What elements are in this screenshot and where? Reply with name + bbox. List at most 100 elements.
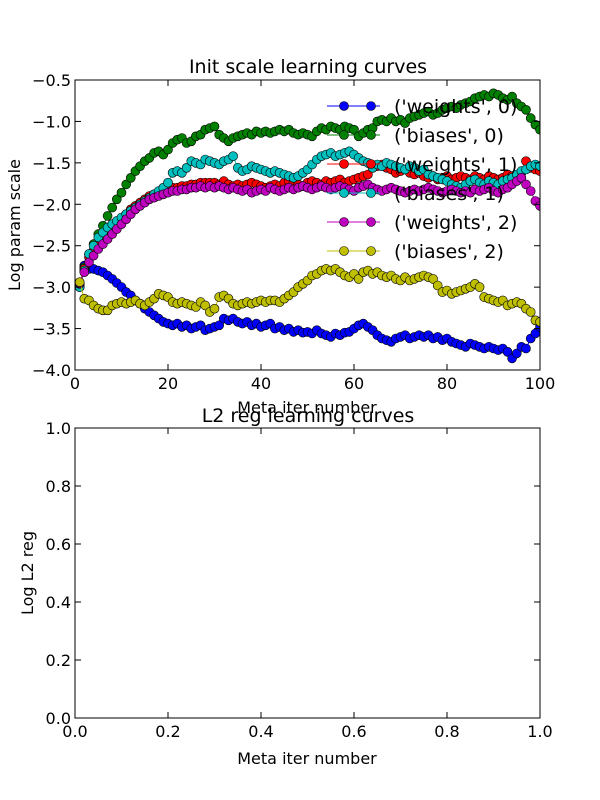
plot-background-1 [75, 80, 540, 370]
legend-marker [366, 101, 376, 111]
x-tick-label: 0.2 [155, 722, 180, 741]
data-point [181, 163, 192, 173]
x-tick-label: 80 [437, 374, 457, 393]
data-point [521, 179, 531, 190]
data-point [363, 169, 373, 180]
data-point [200, 300, 210, 311]
data-point [507, 91, 517, 102]
data-point [525, 186, 536, 196]
legend-marker [339, 217, 349, 227]
legend-item: ('biases', 1) [327, 183, 504, 205]
plot-area-1: 0 20 40 60 80 100 −0.5 −1.0 −1.5 −2.0 −2.5 −3.0 −3.… [32, 71, 555, 393]
y-tick-label: −4.0 [32, 361, 71, 380]
data-point [525, 113, 536, 123]
y-tick-label: 0.0 [46, 709, 71, 728]
x-ticks-1: 0 20 40 60 80 100 [70, 80, 555, 393]
x-tick-label: 20 [158, 374, 178, 393]
series-5 [75, 264, 540, 327]
legend-marker [366, 159, 376, 169]
data-point [79, 267, 90, 278]
legend-label: ('biases', 0) [394, 125, 504, 147]
data-point [228, 151, 238, 161]
data-point [535, 317, 540, 327]
legend-marker [366, 188, 376, 198]
y-tick-label: −3.5 [32, 320, 71, 339]
y-tick-label: 0.2 [46, 651, 71, 670]
legend-label: ('weights', 1) [394, 154, 517, 176]
x-tick-label: 0.4 [248, 722, 273, 741]
data-point [349, 124, 359, 135]
x-tick-label: 100 [525, 374, 556, 393]
series-group-1 [75, 88, 540, 364]
data-point [121, 179, 131, 190]
data-point [521, 343, 531, 354]
l2-reg-panel: L2 reg learning curves 0.0 0.2 0.4 0.6 0.8 1.… [18, 405, 553, 768]
x-tick-label: 1.0 [527, 722, 552, 741]
legend-marker [339, 101, 349, 111]
x-axis-label-2: Meta iter number [237, 749, 377, 768]
data-point [521, 105, 531, 115]
y-ticks-1: −0.5 −1.0 −1.5 −2.0 −2.5 −3.0 −3.5 −4.0 [32, 71, 540, 380]
legend-item: ('weights', 2) [327, 212, 517, 234]
data-point [353, 274, 364, 284]
x-axis-label-1: Meta iter number [237, 398, 377, 417]
legend-label: ('weights', 2) [394, 212, 517, 234]
x-tick-label: 0 [70, 374, 80, 393]
data-point [163, 144, 173, 155]
data-point [163, 177, 173, 188]
y-ticks-2: 1.0 0.8 0.6 0.4 0.2 0.0 [46, 419, 540, 728]
data-point [214, 320, 224, 331]
legend-marker [339, 246, 349, 256]
legend-item: ('weights', 0) [327, 96, 517, 118]
data-point [432, 280, 443, 291]
y-tick-label: 0.4 [46, 593, 71, 612]
y-tick-label: −1.5 [32, 154, 71, 173]
legend-marker [339, 188, 349, 198]
data-point [107, 202, 117, 213]
data-point [474, 282, 485, 292]
y-axis-label-2: Log L2 reg [18, 531, 37, 615]
data-point [535, 161, 540, 171]
y-axis-label-1: Log param scale [5, 159, 24, 291]
data-point [102, 211, 113, 221]
series-0 [75, 260, 540, 364]
legend-item: ('weights', 1) [327, 154, 517, 176]
x-tick-label: 0.8 [434, 722, 459, 741]
x-ticks-2: 0.0 0.2 0.4 0.6 0.8 1.0 [62, 428, 553, 741]
chart-title-2: L2 reg learning curves [202, 405, 415, 427]
data-point [84, 257, 94, 268]
init-scale-panel: Init scale learning curves 0 20 40 60 80 100 … [5, 56, 555, 417]
data-point [535, 201, 540, 211]
legend-label: ('biases', 1) [394, 183, 504, 205]
y-tick-label: 0.8 [46, 477, 71, 496]
legend-label: ('biases', 2) [394, 241, 504, 263]
data-point [75, 277, 85, 287]
data-point [209, 303, 220, 314]
legend-marker [339, 130, 349, 140]
y-tick-label: 1.0 [46, 419, 71, 438]
chart-title-1: Init scale learning curves [189, 56, 427, 78]
plot-frame-1 [74, 79, 541, 371]
y-tick-label: 0.6 [46, 535, 71, 554]
data-point [511, 348, 522, 359]
plot-area-2: 0.0 0.2 0.4 0.6 0.8 1.0 1.0 0.8 0.6 0.4 0.2 0.0 [46, 419, 553, 741]
plot-frame-2 [74, 427, 541, 719]
data-point [428, 274, 438, 284]
legend-marker [366, 130, 376, 140]
data-point [112, 194, 122, 205]
y-tick-label: −1.0 [32, 112, 71, 131]
x-tick-label: 0.6 [341, 722, 366, 741]
x-tick-label: 60 [344, 374, 364, 393]
data-point [88, 250, 99, 261]
data-point [209, 121, 220, 132]
legend-item: ('biases', 0) [327, 125, 504, 147]
y-tick-label: −0.5 [32, 71, 71, 90]
data-point [535, 124, 540, 135]
legend-marker [366, 217, 376, 227]
x-tick-label: 40 [251, 374, 271, 393]
legend-marker [339, 159, 349, 169]
y-tick-label: −3.0 [32, 278, 71, 297]
data-point [126, 173, 136, 183]
legend-label: ('weights', 0) [394, 96, 517, 118]
